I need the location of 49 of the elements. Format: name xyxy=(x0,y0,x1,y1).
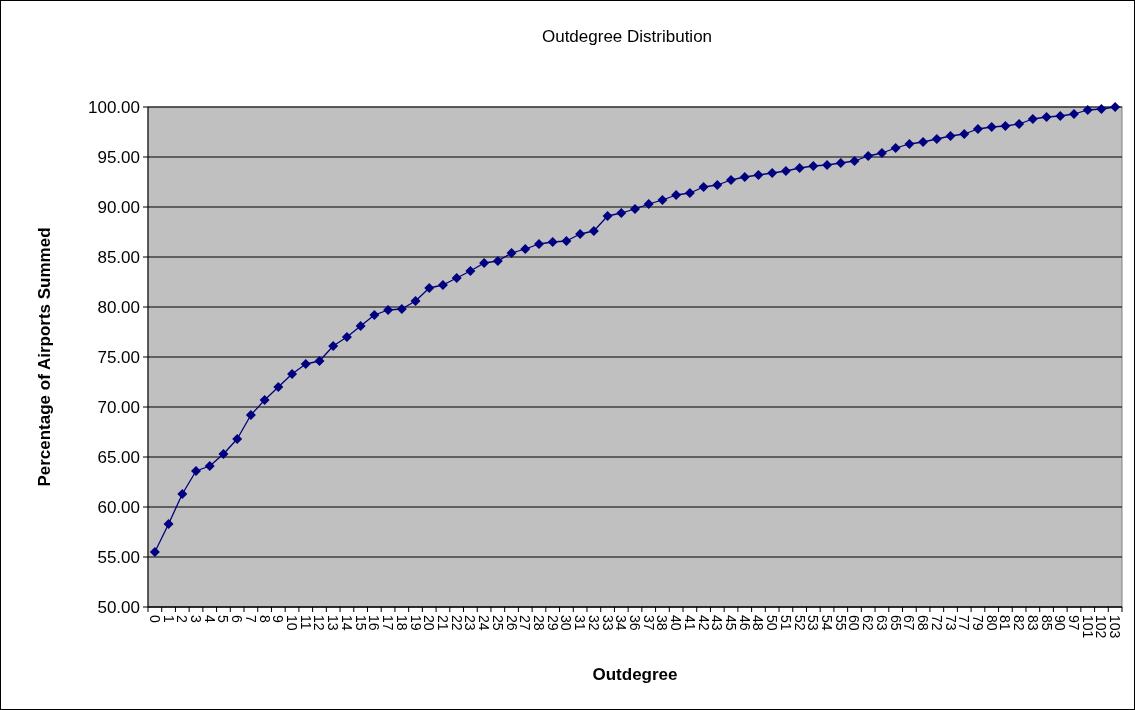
y-tick-label: 95.00 xyxy=(97,147,140,167)
x-tick-label: 38 xyxy=(654,615,671,631)
x-tick-label: 1 xyxy=(160,615,177,623)
x-tick-label: 16 xyxy=(366,615,383,631)
x-tick-label: 42 xyxy=(695,615,712,631)
x-tick-label: 12 xyxy=(311,615,328,631)
x-tick-label: 9 xyxy=(270,615,287,623)
y-tick-label: 65.00 xyxy=(97,447,140,467)
x-tick-label: 67 xyxy=(901,615,918,631)
x-tick-label: 5 xyxy=(215,615,232,623)
x-tick-label: 34 xyxy=(613,615,630,631)
x-tick-label: 43 xyxy=(709,615,726,631)
x-tick-label: 19 xyxy=(407,615,424,631)
x-tick-label: 53 xyxy=(805,615,822,631)
x-tick-label: 2 xyxy=(174,615,191,623)
x-tick-label: 65 xyxy=(887,615,904,631)
x-tick-label: 85 xyxy=(1038,615,1055,631)
x-tick-label: 22 xyxy=(448,615,465,631)
x-tick-label: 37 xyxy=(640,615,657,631)
x-tick-label: 80 xyxy=(983,615,1000,631)
chart-title: Outdegree Distribution xyxy=(541,27,713,46)
y-tick-label: 80.00 xyxy=(97,297,140,317)
y-tick-label: 55.00 xyxy=(97,547,140,567)
y-tick-label: 70.00 xyxy=(97,397,140,417)
y-tick-label: 90.00 xyxy=(97,197,140,217)
x-tick-label: 0 xyxy=(146,615,163,623)
x-tick-label: 26 xyxy=(503,615,520,631)
x-tick-label: 15 xyxy=(352,615,369,631)
y-tick-label: 100.00 xyxy=(88,97,140,117)
x-tick-label: 101 xyxy=(1079,615,1096,639)
x-tick-label: 73 xyxy=(942,615,959,631)
y-tick-label: 75.00 xyxy=(97,347,140,367)
y-tick-label: 50.00 xyxy=(97,597,140,617)
x-tick-label: 30 xyxy=(558,615,575,631)
x-tick-label: 48 xyxy=(750,615,767,631)
y-tick-label: 85.00 xyxy=(97,247,140,267)
x-axis-title: Outdegree xyxy=(592,665,678,684)
x-tick-label: 29 xyxy=(544,615,561,631)
y-axis-title: Percentage of Airports Summed xyxy=(35,227,54,487)
y-tick-label: 60.00 xyxy=(97,497,140,517)
x-tick-label: 103 xyxy=(1107,615,1124,639)
x-tick-label: 33 xyxy=(599,615,616,631)
x-tick-label: 52 xyxy=(791,615,808,631)
x-tick-label: 81 xyxy=(997,615,1014,631)
x-tick-label: 8 xyxy=(256,615,273,623)
x-tick-label: 102 xyxy=(1093,615,1110,639)
x-tick-label: 36 xyxy=(627,615,643,631)
x-tick-label: 23 xyxy=(462,615,479,631)
x-tick-label: 60 xyxy=(846,615,863,631)
